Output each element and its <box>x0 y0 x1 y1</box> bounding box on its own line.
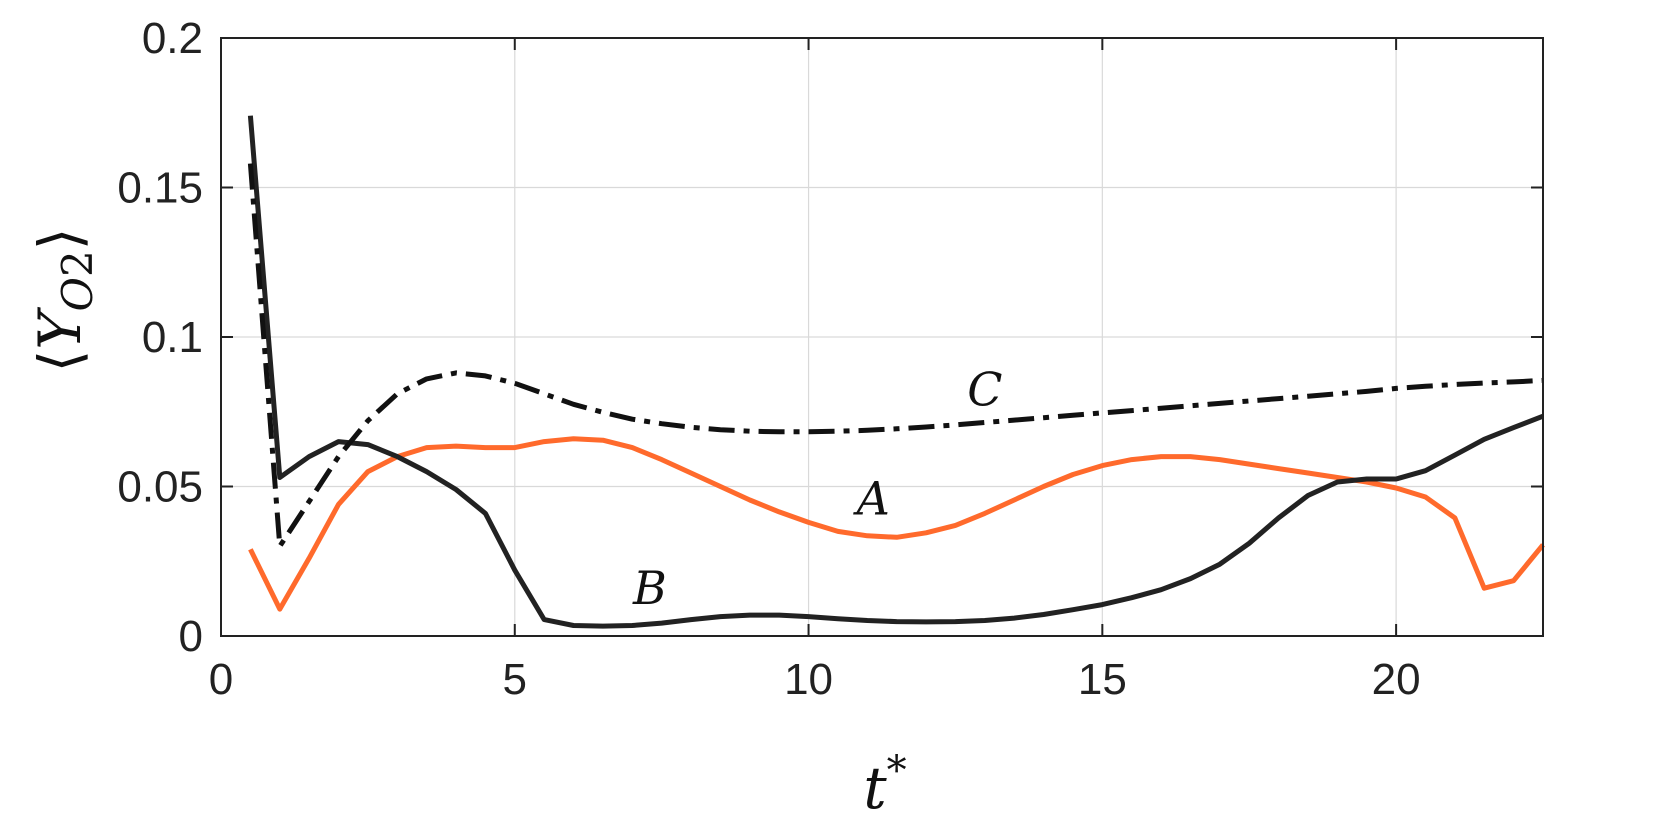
series-annotations: A B C <box>632 362 1002 615</box>
series-label-a: A <box>853 471 890 525</box>
y-axis-label: ⟨YO2⟩ <box>26 228 102 373</box>
x-tick-label: 5 <box>503 655 527 704</box>
series-lines <box>247 115 1545 629</box>
x-axis-label: t* <box>863 748 906 822</box>
y-tick-label: 0.05 <box>117 463 203 512</box>
x-tick-label: 20 <box>1372 655 1421 704</box>
tick-marks <box>220 37 1543 637</box>
x-tick-labels: 0 5 10 15 20 <box>209 655 1421 704</box>
series-line-a <box>248 436 1545 612</box>
x-tick-label: 0 <box>209 655 233 704</box>
series-line-c <box>247 163 1544 549</box>
y-tick-label: 0.15 <box>117 164 203 213</box>
y-tick-label: 0.2 <box>142 14 203 63</box>
y-tick-labels: 0 0.05 0.1 0.15 0.2 <box>117 14 203 661</box>
x-tick-label: 15 <box>1078 655 1127 704</box>
x-tick-label: 10 <box>784 655 833 704</box>
y-tick-label: 0 <box>179 612 203 661</box>
svg-text:⟨YO2⟩: ⟨YO2⟩ <box>26 228 102 373</box>
series-line-b <box>247 115 1544 629</box>
y-tick-label: 0.1 <box>142 313 203 362</box>
series-label-b: B <box>632 561 667 615</box>
grid <box>220 37 1543 637</box>
series-label-c: C <box>967 362 1002 416</box>
